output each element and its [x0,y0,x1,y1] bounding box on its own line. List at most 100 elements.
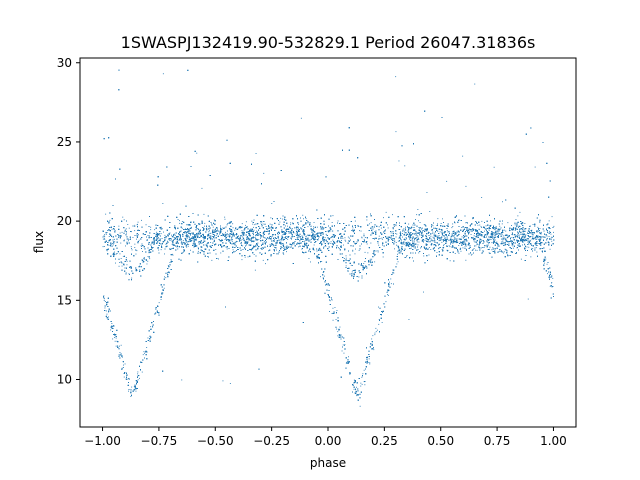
data-point [420,247,421,249]
data-point [516,247,518,249]
data-point [225,234,226,236]
data-point [334,307,336,308]
data-point [524,244,525,246]
data-point [511,244,513,246]
data-point [211,259,213,261]
data-point [230,241,231,243]
data-point [487,244,489,246]
data-point [121,367,123,369]
data-point [551,236,553,238]
data-point [142,251,143,252]
data-point [115,262,116,264]
data-point [488,242,490,244]
data-point [213,219,215,221]
data-point [446,249,448,251]
data-point [455,233,457,234]
data-point [355,390,357,392]
data-point [416,236,417,238]
data-point [459,241,461,243]
data-point [525,234,527,236]
data-point [276,249,277,251]
data-point [419,234,420,236]
data-point [474,236,476,238]
data-point [397,250,399,252]
data-point [507,254,509,256]
data-point [492,238,494,240]
data-point [287,225,288,227]
data-point [457,234,459,236]
data-point [179,231,181,232]
data-point [298,223,299,225]
data-point [462,155,464,157]
data-point [126,264,128,266]
data-point [527,241,529,243]
data-point [146,347,148,348]
data-point [213,238,215,240]
data-point [291,228,293,229]
data-point [501,241,503,243]
data-point [143,351,145,353]
data-point [200,235,202,237]
data-point [386,236,388,238]
data-point [287,238,289,240]
data-point [195,226,196,228]
data-point [332,307,334,309]
data-point [546,235,548,237]
data-point [267,228,268,230]
data-point [520,245,521,247]
data-point [265,243,266,245]
data-point [489,248,490,250]
data-point [317,248,319,250]
data-point [382,312,383,313]
data-point [179,222,181,224]
data-point [393,272,395,274]
data-point [145,224,147,226]
data-point [307,226,309,228]
data-point [529,225,531,227]
data-point [476,235,478,236]
data-point [492,227,493,229]
data-point [548,227,550,229]
data-point [491,249,493,251]
data-point [252,232,254,234]
data-point [192,233,194,235]
data-point [106,313,108,315]
data-point [131,277,133,279]
data-point [134,247,136,248]
data-point [534,166,536,168]
data-point [270,229,272,230]
data-point [489,252,490,254]
data-point [159,240,161,242]
data-point [465,259,467,261]
data-point [546,239,548,241]
data-point [527,298,529,300]
data-point [330,243,332,244]
data-point [218,230,220,232]
data-point [125,245,126,247]
data-point [547,273,548,275]
data-point [422,230,424,231]
data-point [192,243,194,245]
data-point [322,234,324,235]
data-point [171,234,172,236]
data-point [418,227,420,228]
data-point [229,383,231,384]
data-point [262,223,264,225]
data-point [481,247,483,248]
data-point [516,241,518,242]
data-point [496,241,498,243]
data-point [413,245,415,247]
data-point [122,255,124,257]
data-point [377,251,379,253]
data-point [341,253,343,254]
data-point [356,386,357,388]
data-point [106,249,107,251]
data-point [150,229,152,231]
data-point [253,226,254,228]
data-point [185,235,187,237]
data-point [128,227,130,229]
data-point [415,219,416,220]
data-point [379,238,381,239]
data-point [215,235,217,236]
data-point [397,261,399,263]
